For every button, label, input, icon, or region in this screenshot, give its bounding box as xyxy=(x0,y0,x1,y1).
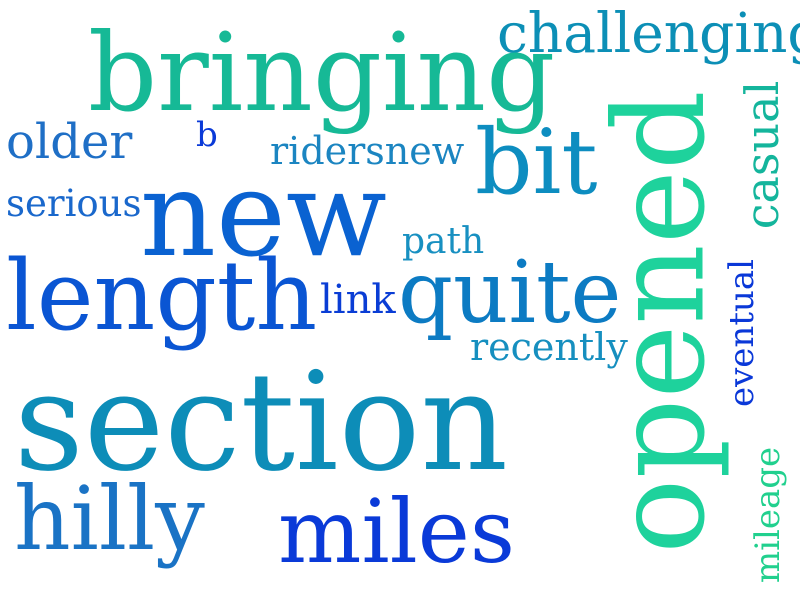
word-casual: casual xyxy=(735,80,789,230)
word-eventual: eventual xyxy=(722,258,762,408)
word-hilly: hilly xyxy=(14,467,205,570)
word-section: section xyxy=(14,344,509,502)
word-mileage: mileage xyxy=(748,446,788,584)
word-quite: quite xyxy=(398,243,622,343)
word-bit: bit xyxy=(475,110,598,215)
word-ridersnew: ridersnew xyxy=(270,129,465,173)
word-link: link xyxy=(320,277,396,323)
word-older: older xyxy=(6,114,133,170)
word-miles: miles xyxy=(278,480,515,583)
word-b: b xyxy=(196,115,218,155)
word-new: new xyxy=(140,145,387,283)
word-path: path xyxy=(402,221,485,262)
word-bringing: bringing xyxy=(88,11,556,136)
word-serious: serious xyxy=(6,182,142,225)
word-length: length xyxy=(6,240,318,352)
word-recently: recently xyxy=(470,325,628,369)
word-challenging: challenging xyxy=(497,1,800,65)
